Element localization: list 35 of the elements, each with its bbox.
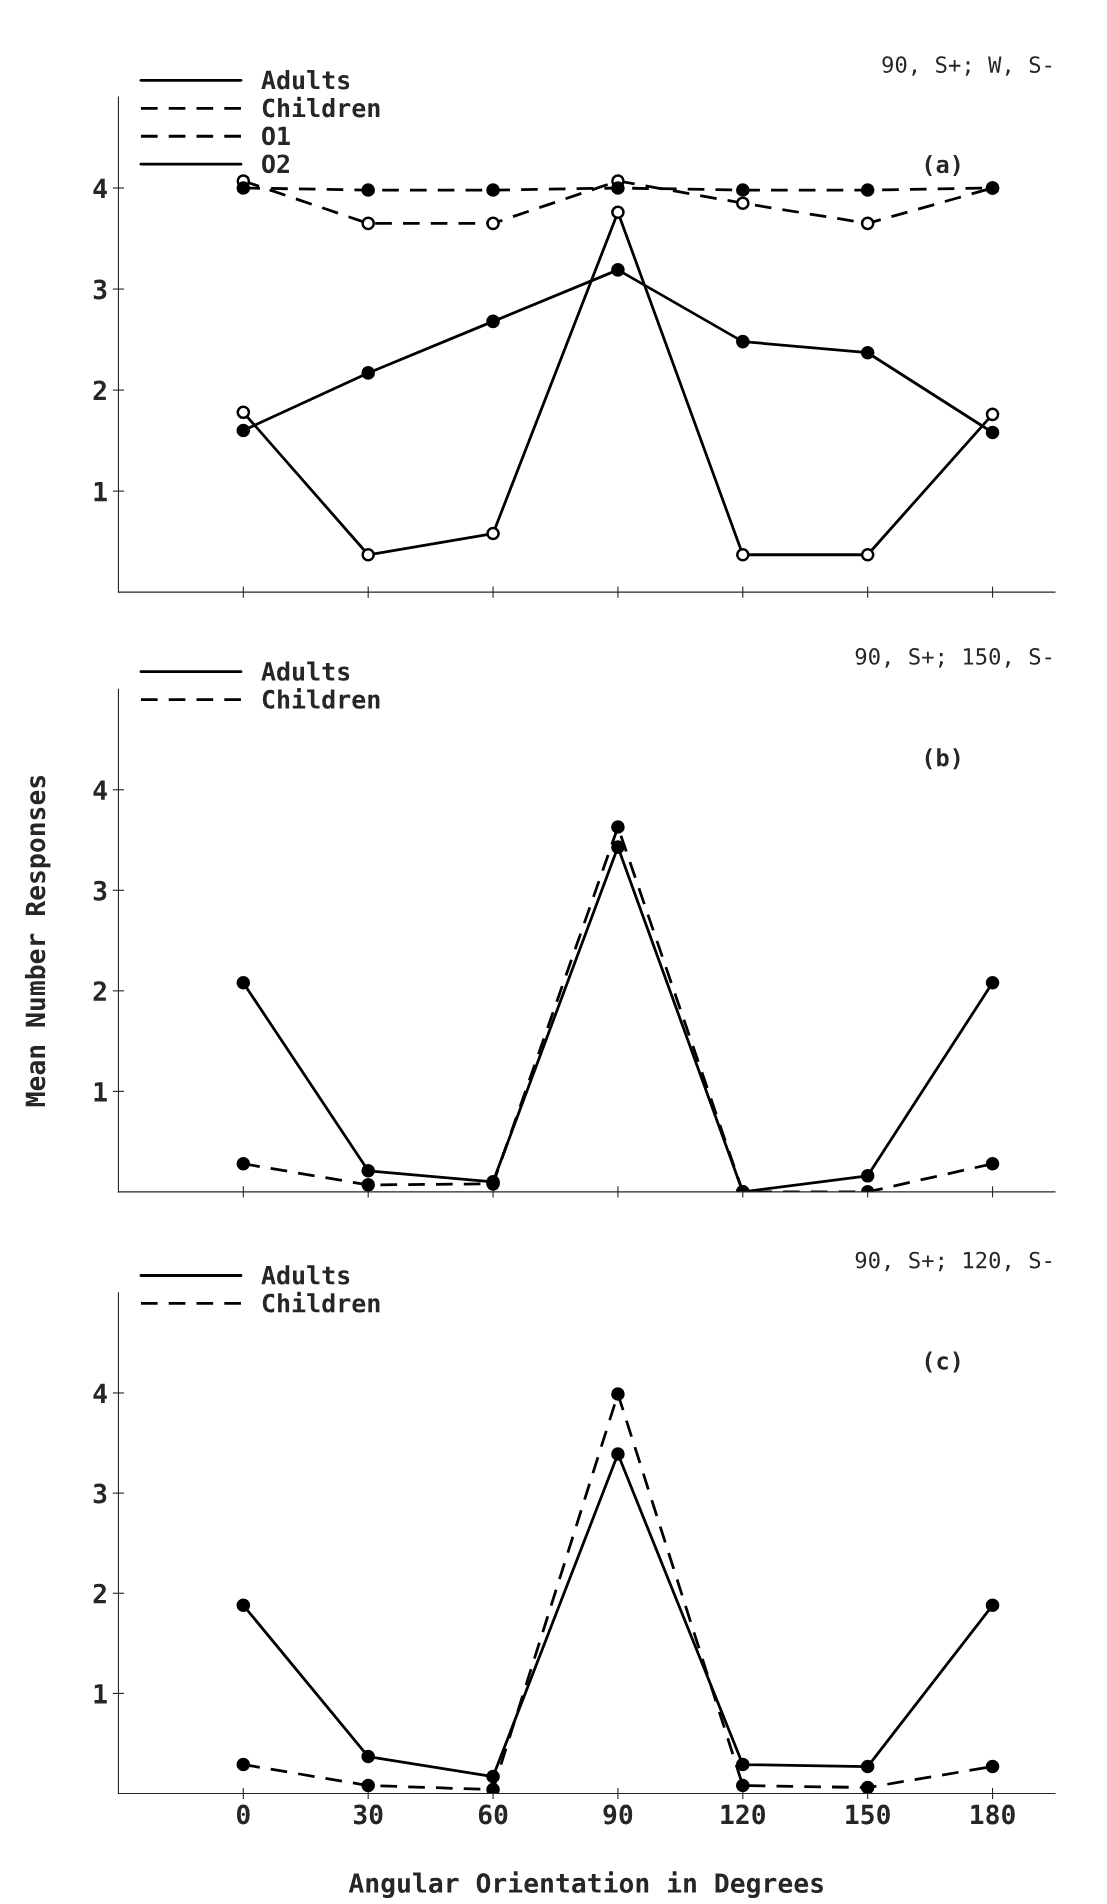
y-tick-label: 3 xyxy=(93,279,107,300)
y-tick-label: 4 xyxy=(93,780,107,800)
x-tick-label: 120 xyxy=(721,1804,766,1825)
y-tick-label: 2 xyxy=(93,1583,106,1604)
x-axis-title: Angular Orientation in Degrees xyxy=(348,1871,823,1899)
y-tick-label: 2 xyxy=(93,981,106,1001)
x-tick-label: 90 xyxy=(603,1804,633,1825)
y-tick-label: 1 xyxy=(94,1684,107,1704)
annotation: (b) xyxy=(925,748,960,770)
y-axis-title: Mean Number Responses xyxy=(24,775,51,1107)
y-tick-label: 3 xyxy=(93,880,107,901)
x-tick-label: 150 xyxy=(846,1804,890,1825)
y-tick-label: 3 xyxy=(93,1483,107,1504)
legend-label: O1 xyxy=(262,126,290,146)
x-tick-label: 60 xyxy=(478,1804,508,1825)
legend-label: Children xyxy=(262,1291,380,1313)
legend-label: Adults xyxy=(261,70,350,90)
annotation: (c) xyxy=(925,1351,960,1373)
x-tick-label: 30 xyxy=(353,1804,383,1825)
text: 90, S+; 120, S- xyxy=(855,1251,1052,1272)
y-tick-label: 1 xyxy=(94,481,107,502)
text: 90, S+; W, S- xyxy=(882,56,1052,76)
legend-label: O2 xyxy=(262,154,289,174)
annotation: (a) xyxy=(925,155,960,177)
legend-label: Adults xyxy=(261,1265,350,1285)
legend-label: Children xyxy=(262,688,380,709)
text: 90, S+; 150, S- xyxy=(855,648,1052,668)
y-tick-label: 1 xyxy=(94,1082,107,1102)
legend-label: Children xyxy=(262,96,380,118)
x-tick-label: 180 xyxy=(971,1804,1015,1825)
legend-label: Adults xyxy=(261,661,350,681)
y-tick-label: 4 xyxy=(93,1383,107,1403)
y-tick-label: 2 xyxy=(93,380,106,401)
x-tick-label: 0 xyxy=(236,1804,250,1825)
y-tick-label: 4 xyxy=(93,178,107,199)
